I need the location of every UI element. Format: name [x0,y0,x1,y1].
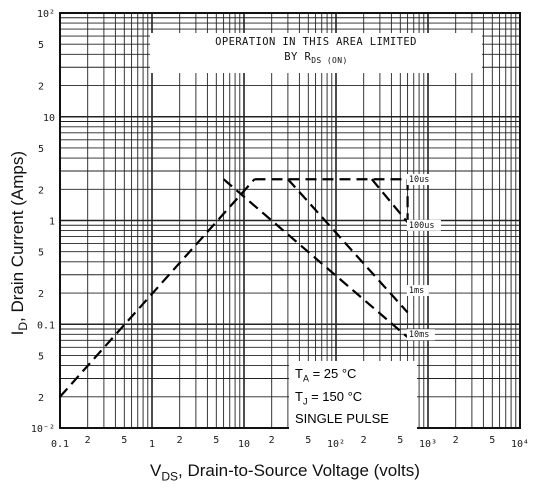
curve-label-bg [406,329,435,341]
y-tick-labels: 10² 10 1 0.1 10⁻² 5 2 5 2 5 2 5 2 [31,9,55,435]
x-tick-labels: 0.1 1 10 10² 10³ 10⁴ 2 5 2 5 2 5 2 5 2 5 [51,435,529,450]
condition-pulse: SINGLE PULSE [295,411,389,427]
x-tick-label: 10³ [419,439,437,450]
x-tick-label: 10⁴ [511,439,529,450]
rds-on-limit-line [59,178,256,398]
x-minor-tick-label: 2 [269,435,275,446]
curve-label-bg [406,174,435,186]
x-minor-tick-label: 5 [397,435,403,446]
y-minor-tick-label: 5 [38,144,44,155]
x-minor-tick-label: 5 [121,435,127,446]
soa-curves [59,178,409,398]
curve-labels: 10us 100us 1ms 10ms [406,174,441,341]
condition-tj: TJ = 150 °C [295,388,363,407]
curve-label-bg [406,219,441,231]
annotation-by: BY R [284,51,312,63]
y-axis-title: ID, Drain Current (Amps) [7,151,31,336]
x-tick-label: 10² [327,439,345,450]
x-tick-label: 0.1 [51,439,69,450]
x-minor-tick-label: 2 [453,435,459,446]
limit-annotation: OPERATION IN THIS AREA LIMITED BY RDS (O… [150,33,482,73]
curve-100us [370,178,409,224]
x-minor-tick-label: 5 [213,435,219,446]
y-minor-tick-label: 2 [38,82,44,93]
x-axis-title: VDS, Drain-to-Source Voltage (volts) [150,461,420,484]
y-minor-tick-label: 2 [38,185,44,196]
curve-label-10us: 10us [409,175,429,185]
x-minor-tick-label: 2 [177,435,183,446]
curve-1ms [287,178,409,314]
y-tick-label: 10² [37,9,55,20]
y-minor-tick-label: 5 [38,248,44,259]
y-tick-label: 1 [49,217,55,228]
curve-10ms [222,178,409,339]
y-tick-label: 0.1 [37,320,55,331]
curve-label-10ms: 10ms [409,330,429,340]
y-minor-tick-label: 5 [38,40,44,51]
x-minor-tick-label: 5 [305,435,311,446]
x-minor-tick-label: 5 [489,435,495,446]
y-minor-tick-label: 5 [38,351,44,362]
y-minor-tick-label: 2 [38,289,44,300]
y-minor-tick-label: 2 [38,393,44,404]
annotation-sub: DS (ON) [311,56,348,66]
curve-label-100us: 100us [409,221,435,231]
x-minor-tick-label: 2 [85,435,91,446]
annotation-line-2: BY RDS (ON) [150,50,482,68]
x-minor-tick-label: 2 [361,435,367,446]
x-tick-label: 1 [149,439,155,450]
curve-label-bg [406,285,429,297]
conditions-box: TA = 25 °C TJ = 150 °C SINGLE PULSE [289,361,417,429]
y-tick-label: 10⁻² [31,424,55,435]
annotation-line-1: OPERATION IN THIS AREA LIMITED [215,36,417,48]
curve-label-1ms: 1ms [409,286,424,296]
x-tick-label: 10 [238,439,250,450]
y-tick-label: 10 [43,113,55,124]
condition-ta: TA = 25 °C [295,366,357,384]
